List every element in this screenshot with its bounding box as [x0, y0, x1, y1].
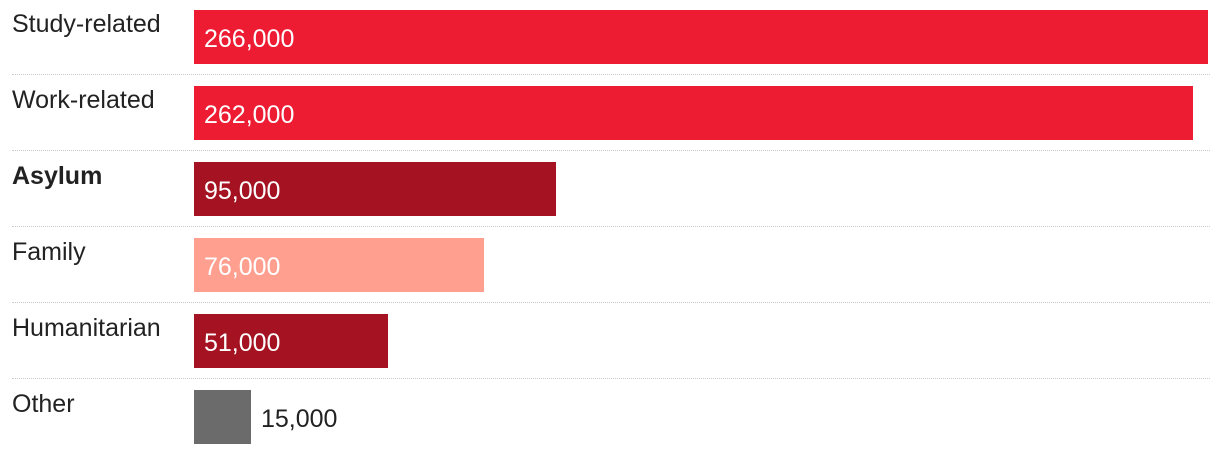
category-label: Study-related [12, 10, 161, 38]
bar [194, 314, 388, 368]
row-divider [12, 302, 1210, 303]
value-label: 95,000 [204, 177, 281, 205]
value-label: 15,000 [261, 405, 338, 433]
category-label: Other [12, 390, 75, 418]
bar-row: Other 15,000 [0, 380, 1210, 456]
bar-row: Family 76,000 [0, 228, 1210, 304]
bar [194, 238, 484, 292]
bar [194, 390, 251, 444]
category-label: Humanitarian [12, 314, 161, 342]
bar [194, 162, 556, 216]
value-label: 51,000 [204, 329, 281, 357]
bar-row: Work-related 262,000 [0, 76, 1210, 152]
row-divider [12, 226, 1210, 227]
bar-row: Humanitarian 51,000 [0, 304, 1210, 380]
category-label: Work-related [12, 86, 155, 114]
value-label: 262,000 [204, 101, 295, 129]
row-divider [12, 74, 1210, 75]
bar-row: Asylum 95,000 [0, 152, 1210, 228]
category-label: Family [12, 238, 86, 266]
bar [194, 86, 1193, 140]
category-label: Asylum [12, 162, 103, 190]
value-label: 266,000 [204, 25, 295, 53]
bar-row: Study-related 266,000 [0, 0, 1210, 76]
bar [194, 10, 1208, 64]
row-divider [12, 150, 1210, 151]
row-divider [12, 378, 1210, 379]
value-label: 76,000 [204, 253, 281, 281]
